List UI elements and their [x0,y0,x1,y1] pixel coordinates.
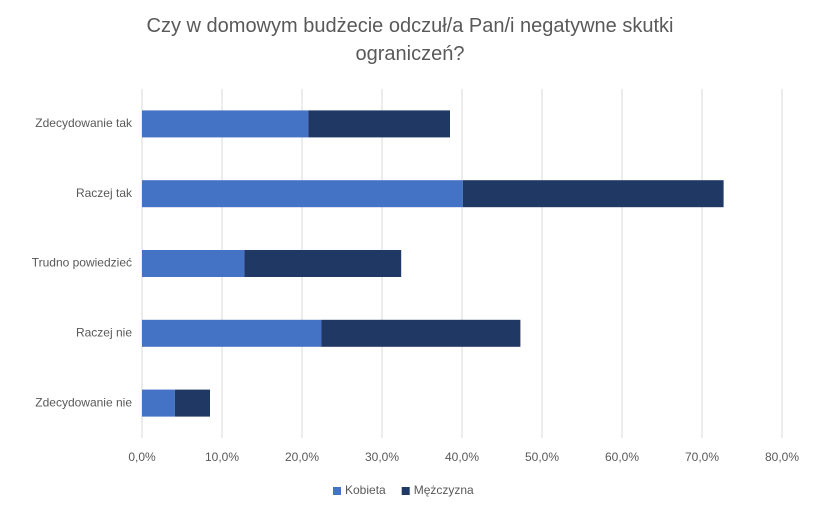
legend-swatch [401,487,410,495]
y-tick-label: Raczej tak [76,186,133,200]
x-tick-label: 0,0% [128,450,156,464]
y-tick-label: Trudno powiedzieć [32,256,132,270]
y-tick-label: Zdecydowanie nie [35,395,132,409]
bar [142,250,245,277]
chart-title: Czy w domowym budżecie odczuł/a Pan/i ne… [146,15,674,65]
x-tick-label: 10,0% [205,450,239,464]
x-tick-label: 70,0% [685,450,719,464]
x-tick-label: 20,0% [285,450,319,464]
bar [142,319,322,347]
x-tick-label: 80,0% [765,450,799,464]
bar [308,110,450,138]
bar [142,110,309,138]
y-tick-label: Zdecydowanie tak [35,116,133,130]
bar [462,180,724,208]
legend-label: Mężczyzna [414,483,474,497]
bar [244,250,402,277]
bar [321,319,521,347]
x-tick-label: 40,0% [445,450,479,464]
x-tick-label: 50,0% [525,450,559,464]
bar [174,389,210,417]
legend-label: Kobieta [345,483,386,497]
legend-swatch [333,487,341,495]
bar [142,180,463,208]
y-tick-label: Raczej nie [76,325,132,339]
bar [142,389,175,417]
x-tick-label: 30,0% [365,450,399,464]
x-tick-label: 60,0% [605,450,639,464]
